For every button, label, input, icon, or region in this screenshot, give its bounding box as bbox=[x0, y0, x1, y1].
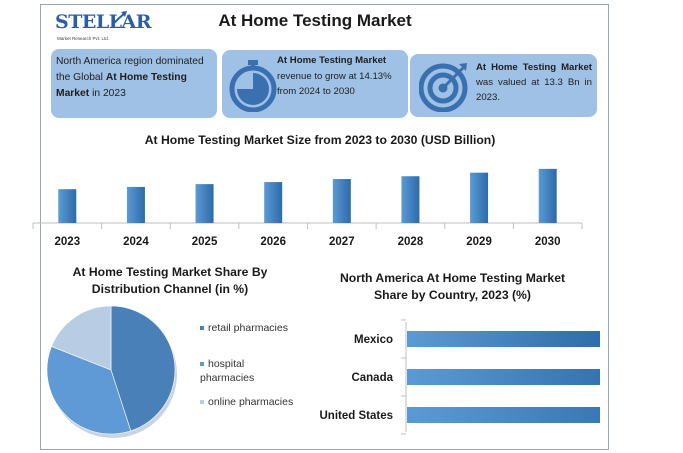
legend-item: online pharmacies bbox=[200, 395, 300, 409]
bar bbox=[332, 179, 351, 223]
hbar-chart-title: North America At Home Testing Market Sha… bbox=[339, 271, 566, 302]
legend-marker bbox=[200, 326, 204, 331]
x-tick-label: 2024 bbox=[123, 236, 149, 248]
logo-wordmark: STELLAR bbox=[55, 11, 152, 33]
info-card-text: North America region dominated the Globa… bbox=[56, 56, 204, 99]
legend-marker bbox=[200, 362, 204, 367]
pie-slice bbox=[46, 346, 132, 435]
stellar-logo: STELLAR Market Research Pvt. Ltd. bbox=[53, 8, 152, 46]
hbar bbox=[407, 407, 600, 423]
x-tick-label: 2028 bbox=[398, 236, 424, 248]
bar-chart-title: At Home Testing Market Size from 2023 to… bbox=[144, 133, 496, 147]
legend-label: online pharmacies bbox=[208, 396, 294, 408]
logo-arrow-icon bbox=[111, 11, 127, 26]
country-share-bar-chart: Mexico Canada United States bbox=[320, 319, 600, 435]
page-title: At Home Testing Market bbox=[218, 11, 412, 30]
logo-subtitle: Market Research Pvt. Ltd. bbox=[57, 36, 110, 41]
bar bbox=[58, 189, 77, 223]
legend-label: hospital pharmacies bbox=[200, 358, 255, 384]
legend-item: hospital pharmacies bbox=[200, 357, 300, 385]
pie-chart-title: At Home Testing Market Share By Distribu… bbox=[72, 265, 268, 296]
target-icon bbox=[419, 63, 468, 112]
legend-label: retail pharmacies bbox=[208, 322, 288, 334]
x-tick-label: 2025 bbox=[192, 236, 218, 248]
legend-marker bbox=[200, 400, 204, 405]
bar bbox=[264, 182, 283, 223]
bar bbox=[538, 168, 557, 223]
x-tick-label: 2026 bbox=[260, 236, 286, 248]
bar bbox=[195, 184, 214, 223]
info-card-valuation: At Home Testing Market was valued at 13.… bbox=[410, 54, 597, 117]
bar bbox=[470, 172, 489, 223]
y-tick-label: United States bbox=[320, 410, 394, 422]
pie-slice bbox=[110, 305, 176, 432]
x-tick-label: 2027 bbox=[329, 236, 355, 248]
x-tick-label: 2029 bbox=[466, 236, 492, 248]
info-card-region: North America region dominated the Globa… bbox=[51, 49, 217, 118]
distribution-pie-chart bbox=[46, 305, 177, 438]
x-tick-label: 2023 bbox=[55, 236, 81, 248]
hbar bbox=[407, 369, 600, 385]
bar bbox=[401, 176, 420, 223]
bar bbox=[126, 186, 145, 223]
info-card-text: At Home Testing Market was valued at 13.… bbox=[476, 62, 592, 103]
y-tick-label: Canada bbox=[351, 372, 393, 384]
info-card-text: At Home Testing Market revenue to grow a… bbox=[277, 55, 392, 97]
info-card-growth: At Home Testing Market revenue to grow a… bbox=[222, 50, 408, 118]
pie-slice bbox=[51, 305, 112, 371]
y-tick-label: Mexico bbox=[354, 334, 393, 346]
hbar bbox=[407, 331, 600, 347]
legend-item: retail pharmacies bbox=[200, 321, 300, 335]
x-tick-label: 2030 bbox=[535, 236, 561, 248]
stopwatch-icon bbox=[229, 60, 277, 112]
